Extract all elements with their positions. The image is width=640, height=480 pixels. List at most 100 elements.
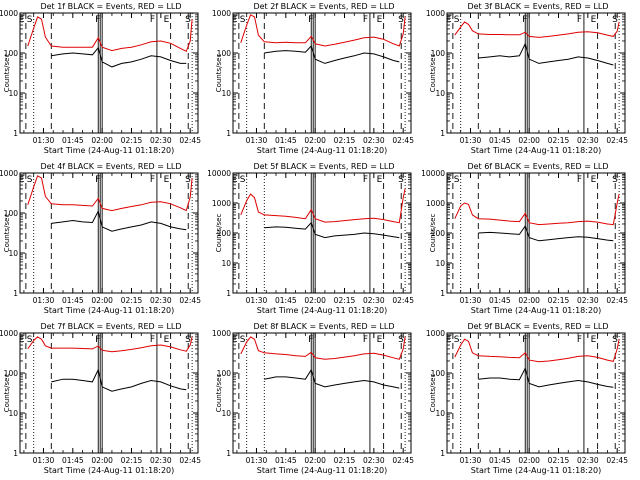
plot-frame bbox=[19, 332, 199, 454]
event-marker-label: S bbox=[398, 335, 404, 345]
plot-frame bbox=[19, 172, 199, 294]
x-tick-label: 02:00 bbox=[91, 296, 113, 305]
event-marker-label: S bbox=[240, 335, 246, 345]
x-tick-label: 01:45 bbox=[275, 296, 297, 305]
x-tick-label: 02:15 bbox=[334, 136, 356, 145]
detector-panel-3: Det 3f BLACK = Events, RED = LLD Counts/s… bbox=[426, 2, 628, 155]
y-tick-label: 1 bbox=[13, 289, 18, 298]
x-axis-label: Start Time (24-Aug-11 01:18:20) bbox=[257, 306, 388, 315]
detector-panel-9: Det 9f BLACK = Events, RED = LLD Counts/s… bbox=[426, 322, 628, 475]
y-tick-label: 1 bbox=[440, 289, 445, 298]
panel-title: Det 7f BLACK = Events, RED = LLD bbox=[40, 322, 181, 331]
y-axis-label: Counts/sec bbox=[429, 374, 437, 413]
y-tick-label: 1000 bbox=[212, 9, 231, 18]
y-tick-label: 1000 bbox=[426, 9, 445, 18]
x-tick-label: 02:30 bbox=[363, 296, 385, 305]
x-tick-label: 02:15 bbox=[121, 296, 143, 305]
event-marker-label: S bbox=[27, 335, 33, 345]
y-tick-label: 1000 bbox=[0, 9, 18, 18]
x-tick-label: 01:30 bbox=[246, 456, 268, 465]
y-tick-label: 100 bbox=[431, 229, 446, 238]
x-tick-label: 01:30 bbox=[246, 296, 268, 305]
series-line-lld bbox=[27, 336, 193, 353]
event-marker-label: F bbox=[95, 175, 100, 185]
panel-title: Det 2f BLACK = Events, RED = LLD bbox=[253, 2, 394, 11]
event-marker-label: E bbox=[377, 15, 383, 25]
event-marker-label: S bbox=[398, 15, 404, 25]
x-tick-label: 02:45 bbox=[606, 296, 628, 305]
y-tick-label: 10 bbox=[435, 89, 445, 98]
x-tick-label: 02:00 bbox=[304, 136, 326, 145]
series-line-events bbox=[478, 225, 614, 242]
event-marker-label: S bbox=[185, 175, 191, 185]
event-marker-label: F bbox=[363, 15, 368, 25]
x-tick-label: 01:30 bbox=[246, 136, 268, 145]
plot-frame bbox=[446, 172, 626, 294]
series-line-lld bbox=[454, 193, 620, 226]
y-tick-label: 10 bbox=[221, 89, 231, 98]
y-tick-label: 1000 bbox=[0, 329, 18, 338]
x-tick-label: 02:00 bbox=[518, 296, 540, 305]
event-marker-label: S bbox=[27, 15, 33, 25]
x-tick-label: 02:45 bbox=[392, 296, 414, 305]
x-tick-label: 02:00 bbox=[518, 136, 540, 145]
event-marker-label: F bbox=[522, 335, 527, 345]
y-tick-label: 1000 bbox=[212, 199, 231, 208]
detector-panel-5: Det 5f BLACK = Events, RED = LLD Counts/s… bbox=[207, 162, 414, 315]
y-tick-label: 100 bbox=[4, 369, 19, 378]
x-tick-label: 01:30 bbox=[33, 136, 55, 145]
plot-frame bbox=[232, 172, 412, 294]
event-marker-label: E bbox=[19, 15, 25, 25]
event-marker-label: F bbox=[363, 335, 368, 345]
event-marker-label: F bbox=[150, 335, 155, 345]
y-tick-label: 100 bbox=[4, 209, 19, 218]
x-tick-label: 01:45 bbox=[62, 296, 84, 305]
event-marker-label: E bbox=[591, 15, 597, 25]
event-marker-label: S bbox=[454, 15, 460, 25]
event-marker-label: E bbox=[377, 335, 383, 345]
event-marker-label: E bbox=[446, 335, 452, 345]
x-tick-label: 02:15 bbox=[548, 296, 570, 305]
event-marker-label: F bbox=[150, 15, 155, 25]
x-tick-label: 02:15 bbox=[121, 456, 143, 465]
y-tick-label: 1000 bbox=[426, 329, 445, 338]
panel-title: Det 4f BLACK = Events, RED = LLD bbox=[40, 162, 181, 171]
plot-frame bbox=[446, 332, 626, 454]
y-tick-label: 1 bbox=[226, 129, 231, 138]
event-marker-label: E bbox=[164, 335, 170, 345]
event-marker-label: E bbox=[591, 335, 597, 345]
y-tick-label: 1 bbox=[13, 129, 18, 138]
panel-title: Det 8f BLACK = Events, RED = LLD bbox=[253, 322, 394, 331]
series-line-lld bbox=[454, 21, 620, 38]
x-tick-label: 01:45 bbox=[489, 136, 511, 145]
event-marker-label: S bbox=[240, 15, 246, 25]
panel-title: Det 5f BLACK = Events, RED = LLD bbox=[253, 162, 394, 171]
x-axis-label: Start Time (24-Aug-11 01:18:20) bbox=[471, 466, 602, 475]
event-marker-label: F bbox=[308, 15, 313, 25]
event-marker-label: S bbox=[185, 15, 191, 25]
y-tick-label: 10 bbox=[8, 409, 18, 418]
y-tick-label: 1 bbox=[440, 449, 445, 458]
plot-frame bbox=[232, 332, 412, 454]
x-tick-label: 02:45 bbox=[392, 456, 414, 465]
y-axis-label: Counts/sec bbox=[215, 214, 223, 253]
y-tick-label: 1000 bbox=[426, 199, 445, 208]
x-tick-label: 02:45 bbox=[179, 456, 201, 465]
series-line-events bbox=[51, 209, 187, 232]
detector-panel-2: Det 2f BLACK = Events, RED = LLD Counts/s… bbox=[212, 2, 414, 155]
x-tick-label: 02:45 bbox=[392, 136, 414, 145]
x-axis-label: Start Time (24-Aug-11 01:18:20) bbox=[257, 466, 388, 475]
y-tick-label: 10 bbox=[8, 89, 18, 98]
event-marker-label: E bbox=[232, 335, 238, 345]
y-tick-label: 100 bbox=[217, 229, 232, 238]
plot-frame bbox=[19, 12, 199, 134]
detector-panel-7: Det 7f BLACK = Events, RED = LLD Counts/s… bbox=[0, 322, 201, 475]
event-marker-label: S bbox=[185, 335, 191, 345]
event-marker-label: E bbox=[446, 15, 452, 25]
series-line-events bbox=[264, 45, 400, 64]
event-marker-label: S bbox=[612, 15, 618, 25]
detector-panel-1: Det 1f BLACK = Events, RED = LLD Counts/s… bbox=[0, 2, 201, 155]
y-tick-label: 1 bbox=[226, 449, 231, 458]
y-axis-label: Counts/sec bbox=[215, 374, 223, 413]
detector-panel-4: Det 4f BLACK = Events, RED = LLD Counts/s… bbox=[0, 162, 201, 315]
